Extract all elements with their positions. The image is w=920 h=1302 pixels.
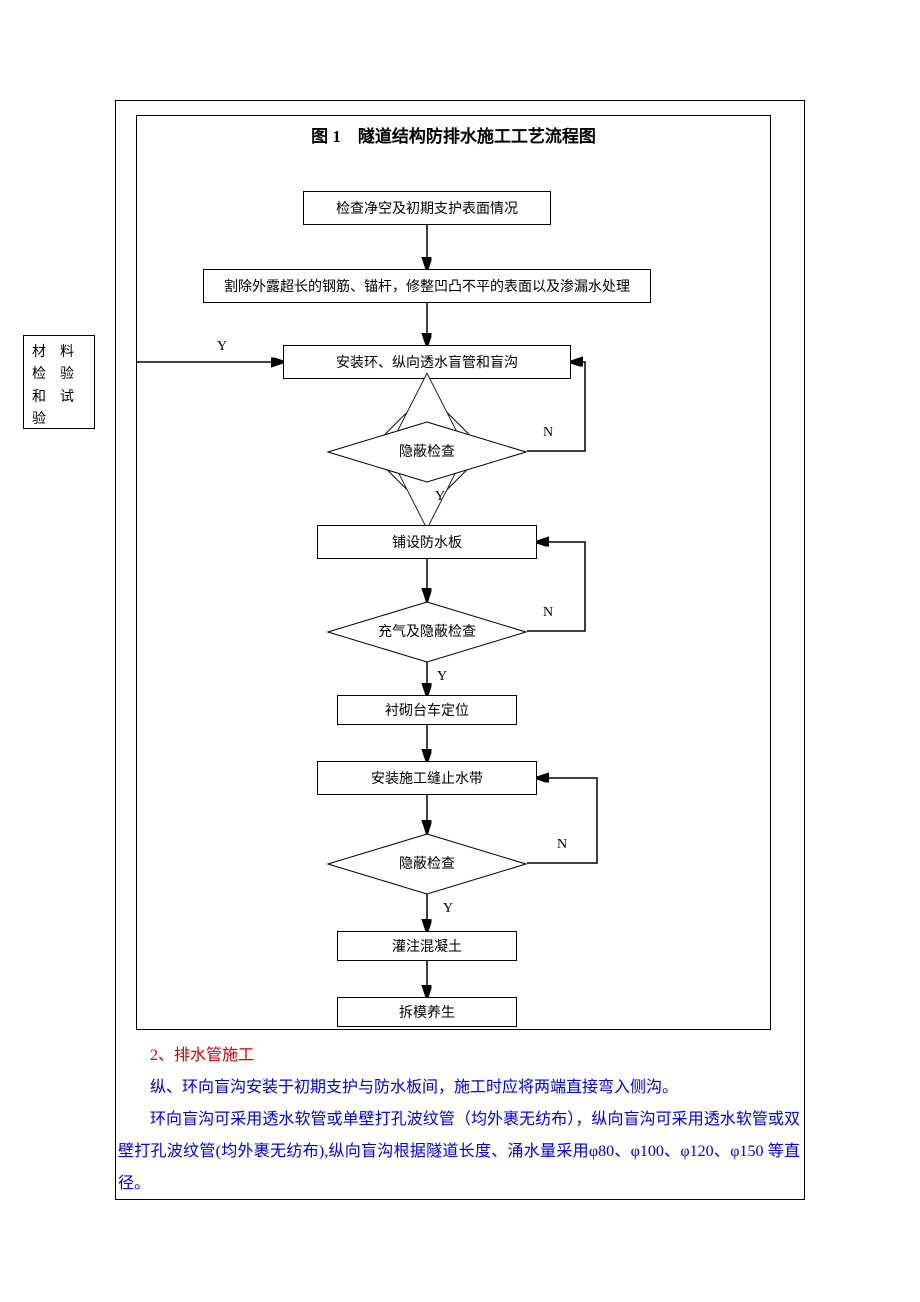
node-pour-concrete: 灌注混凝土 xyxy=(337,931,517,961)
decision-hidden-check-1-shape: 隐蔽检查 xyxy=(327,421,527,481)
node-install-waterstop: 安装施工缝止水带 xyxy=(317,761,537,795)
paragraph-2: 环向盲沟可采用透水软管或单壁打孔波纹管（均外裹无纺布），纵向盲沟可采用透水软管或… xyxy=(118,1104,800,1200)
label-y-side: Y xyxy=(217,339,227,355)
label-n-d2: N xyxy=(543,605,553,621)
label-y-d3: Y xyxy=(443,901,453,917)
side-material-test: 材 料 检 验 和 试 验 xyxy=(23,335,95,429)
node-demold-cure: 拆模养生 xyxy=(337,997,517,1027)
paragraph-1: 纵、环向盲沟安装于初期支护与防水板间，施工时应将两端直接弯入侧沟。 xyxy=(118,1072,800,1104)
body-text: 2、排水管施工 纵、环向盲沟安装于初期支护与防水板间，施工时应将两端直接弯入侧沟… xyxy=(118,1040,800,1200)
node-lay-waterproof: 铺设防水板 xyxy=(317,525,537,559)
label-n-d3: N xyxy=(557,837,567,853)
node-lining-trolley: 衬砌台车定位 xyxy=(337,695,517,725)
node-check-clearance: 检查净空及初期支护表面情况 xyxy=(303,191,551,225)
decision-hidden-check-3: 隐蔽检查 xyxy=(327,833,527,893)
label-n-d1: N xyxy=(543,425,553,441)
decision-2-label: 充气及隐蔽检查 xyxy=(327,601,527,661)
decision-1-label: 隐蔽检查 xyxy=(327,421,527,481)
heading-drain-pipe: 2、排水管施工 xyxy=(118,1040,800,1072)
node-trim-surface: 割除外露超长的钢筋、锚杆，修整凹凸不平的表面以及渗漏水处理 xyxy=(203,269,651,303)
label-y-d2: Y xyxy=(437,669,447,685)
label-y-d1: Y xyxy=(435,489,445,505)
flowchart: 检查净空及初期支护表面情况 割除外露超长的钢筋、锚杆，修整凹凸不平的表面以及渗漏… xyxy=(137,159,770,1029)
chart-title: 图 1 隧道结构防排水施工工艺流程图 xyxy=(137,116,770,159)
decision-inflate-check: 充气及隐蔽检查 xyxy=(327,601,527,661)
decision-3-label: 隐蔽检查 xyxy=(327,833,527,893)
page: 图 1 隧道结构防排水施工工艺流程图 xyxy=(0,0,920,1302)
flowchart-panel: 图 1 隧道结构防排水施工工艺流程图 xyxy=(136,115,771,1030)
